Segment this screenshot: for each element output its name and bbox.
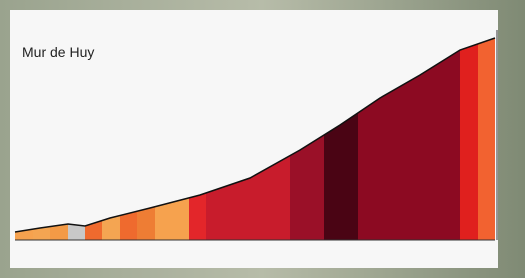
climb-title: Mur de Huy	[22, 44, 94, 60]
climb-profile	[0, 0, 525, 278]
page: {"title": "Mur de Huy"} Mur de Huy (() =…	[0, 0, 525, 278]
